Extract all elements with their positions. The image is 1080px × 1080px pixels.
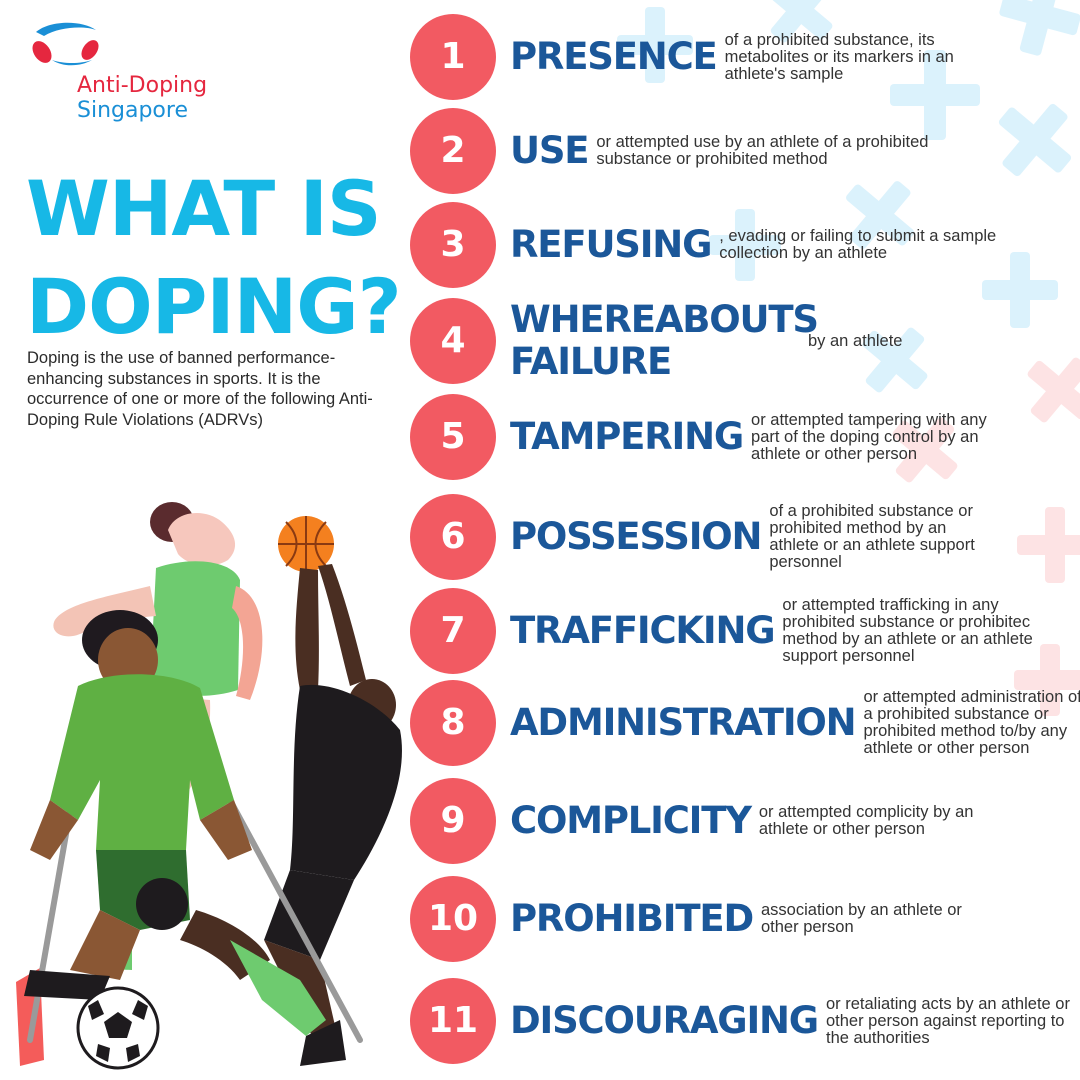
rule-description: or attempted trafficking in any prohibit… bbox=[782, 597, 1044, 665]
title-line-2: DOPING? bbox=[26, 258, 401, 356]
rule-number-badge: 3 bbox=[410, 202, 496, 288]
rule-keyword: COMPLICITY bbox=[510, 800, 751, 842]
rule-keyword: TRAFFICKING bbox=[510, 610, 774, 652]
rule-description: or retaliating acts by an athlete or oth… bbox=[826, 996, 1076, 1047]
description-text: Doping is the use of banned performance-… bbox=[27, 348, 377, 430]
rule-item: 1 PRESENCE of a prohibited substance, its… bbox=[410, 14, 1075, 102]
rule-item: 2 USE or attempted use by an athlete of a… bbox=[410, 108, 1075, 196]
rule-description: association by an athlete or other perso… bbox=[761, 902, 991, 936]
rule-description: or attempted tampering with any part of … bbox=[751, 412, 1016, 463]
rule-number-badge: 2 bbox=[410, 108, 496, 194]
athletes-illustration bbox=[0, 500, 410, 1080]
rule-keyword: DISCOURAGING bbox=[510, 1000, 818, 1042]
logo-text-singapore: Singapore bbox=[77, 98, 188, 123]
rule-item: 8 ADMINISTRATION or attempted administrat… bbox=[410, 680, 1075, 768]
anti-doping-logo-icon bbox=[30, 22, 105, 67]
rule-number-badge: 7 bbox=[410, 588, 496, 674]
rule-description: or attempted use by an athlete of a proh… bbox=[596, 134, 946, 168]
rule-keyword: POSSESSION bbox=[510, 516, 761, 558]
rule-keyword: USE bbox=[510, 130, 588, 172]
rule-item: 9 COMPLICITY or attempted complicity by a… bbox=[410, 778, 1075, 866]
rule-keyword: PROHIBITED bbox=[510, 898, 753, 940]
rule-description: or attempted administration of a prohibi… bbox=[863, 689, 1080, 757]
rule-number-badge: 1 bbox=[410, 14, 496, 100]
rule-description: by an athlete bbox=[808, 333, 1008, 350]
rule-keyword: WHEREABOUTS FAILURE bbox=[510, 299, 800, 383]
rule-item: 7 TRAFFICKING or attempted trafficking in… bbox=[410, 588, 1075, 676]
rule-keyword: TAMPERING bbox=[510, 416, 743, 458]
page-title: WHAT IS DOPING? bbox=[26, 160, 401, 356]
rule-item: 11 DISCOURAGING or retaliating acts by an… bbox=[410, 978, 1075, 1066]
rule-description: or attempted complicity by an athlete or… bbox=[759, 804, 999, 838]
rule-item: 5 TAMPERING or attempted tampering with a… bbox=[410, 394, 1075, 482]
rule-number-badge: 8 bbox=[410, 680, 496, 766]
rule-item: 4 WHEREABOUTS FAILURE by an athlete bbox=[410, 298, 1075, 386]
rule-description: of a prohibited substance, its metabolit… bbox=[725, 32, 975, 83]
rule-item: 10 PROHIBITED association by an athlete o… bbox=[410, 876, 1075, 964]
rule-number-badge: 11 bbox=[410, 978, 496, 1064]
rule-description: , evading or failing to submit a sample … bbox=[719, 228, 1019, 262]
rule-keyword: ADMINISTRATION bbox=[510, 702, 855, 744]
rule-keyword: REFUSING bbox=[510, 224, 711, 266]
rule-item: 6 POSSESSION of a prohibited substance or… bbox=[410, 494, 1075, 582]
rule-number-badge: 5 bbox=[410, 394, 496, 480]
logo-text-anti-doping: Anti-Doping bbox=[77, 73, 207, 98]
rule-number-badge: 4 bbox=[410, 298, 496, 384]
rule-number-badge: 10 bbox=[410, 876, 496, 962]
rule-number-badge: 6 bbox=[410, 494, 496, 580]
basketball-icon bbox=[278, 516, 334, 572]
rule-number-badge: 9 bbox=[410, 778, 496, 864]
soccer-ball-icon bbox=[78, 988, 158, 1068]
rule-description: of a prohibited substance or prohibited … bbox=[769, 503, 999, 571]
rule-item: 3 REFUSING, evading or failing to submit… bbox=[410, 202, 1075, 290]
title-line-1: WHAT IS bbox=[26, 160, 401, 258]
rule-keyword: PRESENCE bbox=[510, 36, 717, 78]
